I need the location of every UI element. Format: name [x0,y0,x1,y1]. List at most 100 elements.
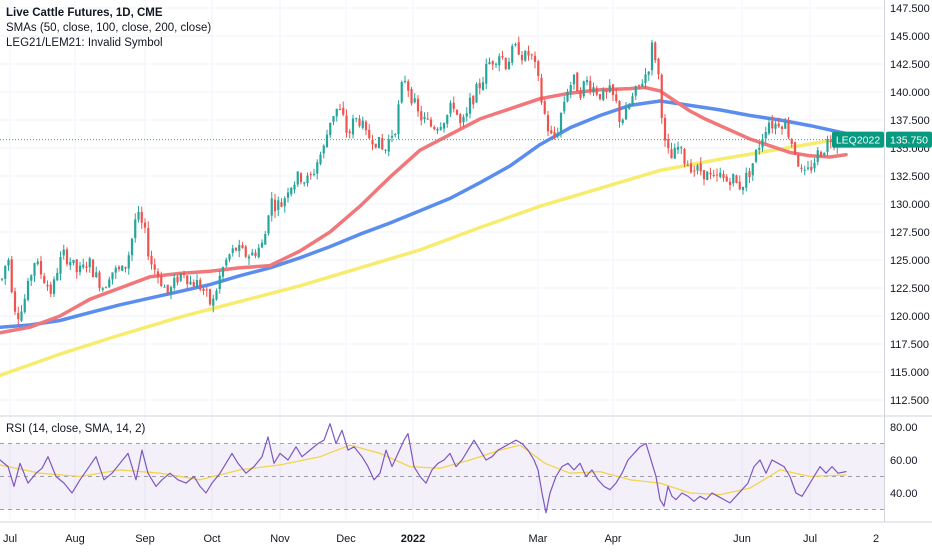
candle-up [26,277,30,302]
candle-down [381,133,384,151]
candle-body [826,139,829,152]
candle-down [618,100,621,128]
candle-down [13,287,17,315]
candle-body [559,112,563,133]
candle-body [585,79,589,83]
rsi-tick-label: 40.00 [890,488,918,500]
candle-body [569,85,572,92]
candle-body [169,287,173,295]
candle-up [468,92,472,119]
candle-up [335,108,338,122]
candle-down [491,60,494,71]
candle-body [465,113,468,117]
candle-up [686,160,689,167]
candle-down [459,112,462,129]
candle-up [228,253,231,263]
candle-down [709,167,712,180]
candle-body [13,291,17,312]
candle-body [59,257,62,274]
candle-body [251,252,254,256]
candle-body [338,109,342,111]
candle-body [43,275,46,284]
price-tick-label: 147.500 [890,3,930,15]
candle-body [426,118,429,120]
candle-body [46,284,49,287]
candle-up [218,270,221,294]
candle-up [121,265,124,272]
candle-down [117,265,121,272]
candle-body [462,116,465,123]
candle-body [218,275,221,290]
candle-up [732,173,735,187]
candle-body [319,154,322,164]
candle-body [780,126,784,130]
candle-body [228,254,231,260]
candle-body [299,173,303,183]
candle-body [244,246,247,257]
candle-up [475,82,478,103]
candle-body [641,83,644,87]
candle-up [260,239,264,249]
candle-body [241,245,244,249]
candle-body [546,115,550,132]
candle-up [7,257,10,271]
candle-down [153,258,156,275]
candle-body [153,264,156,270]
candle-body [78,265,82,273]
candle-up [23,294,26,314]
candle-body [472,95,475,105]
candle-up [189,275,192,286]
candle-body [650,42,654,71]
candle-up [52,276,56,298]
candle-body [813,162,816,169]
candle-body [273,199,277,212]
x-tick-label: Apr [604,533,621,545]
legend-title: Live Cattle Futures, 1D, CME [6,7,163,19]
candle-body [179,273,182,281]
candle-body [20,311,23,321]
candle-down [780,125,784,135]
candle-up [602,87,605,102]
candle-body [459,114,462,124]
candle-up [751,163,754,181]
candle-body [608,85,611,93]
candle-body [628,104,631,109]
candle-up [514,42,517,47]
candle-body [806,167,810,169]
candle-body [696,165,699,171]
candle-up [69,257,72,271]
candle-down [85,261,88,273]
candle-body [511,46,514,63]
candle-down [147,221,150,261]
candle-up [361,116,364,130]
x-tick-label: Sep [135,533,155,545]
candle-body [95,272,98,278]
price-tick-label: 120.000 [890,311,930,323]
candle-body [715,174,719,176]
candle-body [82,264,85,268]
candle-body [329,122,332,136]
candle-body [147,227,150,257]
candle-body [745,172,748,188]
candle-body [322,145,325,154]
candle-body [572,74,576,85]
candle-body [793,142,797,154]
candle-body [309,174,312,176]
candle-body [208,289,212,305]
candle-body [452,102,455,109]
candle-up [56,267,59,282]
candle-up [59,251,62,281]
last-price-badge [886,131,932,148]
candle-down [712,169,715,178]
price-tick-label: 142.500 [890,59,930,71]
candle-down [75,258,78,279]
candle-down [810,160,813,174]
sma50-line [0,85,848,335]
candle-down [553,126,556,140]
candle-down [374,143,377,149]
candle-down [550,125,553,135]
candle-down [143,218,147,234]
candle-body [85,266,88,268]
candle-down [452,96,455,113]
candle-body [270,198,273,216]
